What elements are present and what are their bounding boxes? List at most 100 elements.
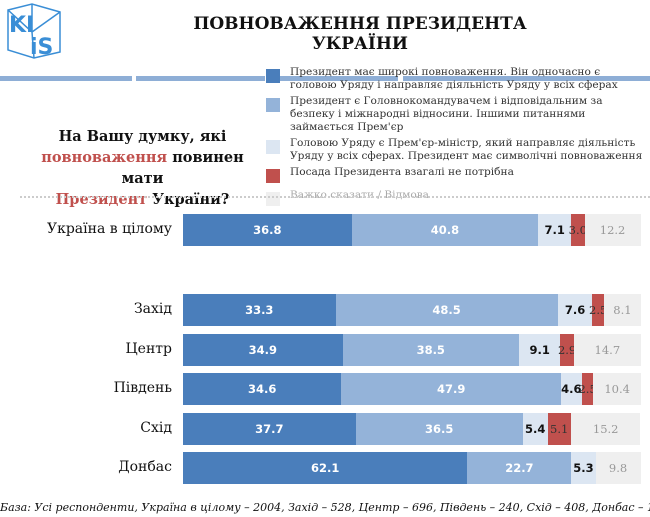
chart-row: Україна в цілому 36.8 40.8 7.1 3.0 12.2 bbox=[0, 214, 650, 246]
chart-row: Захід 33.3 48.5 7.6 2.5 8.1 bbox=[0, 294, 650, 326]
legend-item: Головою Уряду є Прем'єр-міністр, який на… bbox=[266, 137, 650, 163]
legend-label: Посада Президента взагалі не потрібна bbox=[290, 166, 514, 178]
data-label: 15.2 bbox=[592, 422, 619, 436]
divider bbox=[136, 76, 265, 81]
data-label: 62.1 bbox=[311, 461, 340, 475]
bar-segment: 2.5 bbox=[589, 294, 607, 326]
legend: Президент має широкі повноваження. Він о… bbox=[266, 66, 650, 212]
data-label: 2.5 bbox=[578, 382, 597, 396]
bar-segment: 4.6 bbox=[560, 373, 582, 405]
highlight: повноваження bbox=[41, 149, 168, 166]
data-label: 14.7 bbox=[594, 343, 621, 357]
data-label: 5.4 bbox=[524, 422, 546, 436]
stacked-bar: 36.8 40.8 7.1 3.0 12.2 bbox=[183, 214, 641, 246]
footer-note: База: Усі респонденти, Україна в цілому … bbox=[0, 501, 650, 514]
data-label: 2.5 bbox=[589, 303, 608, 317]
stacked-bar: 33.3 48.5 7.6 2.5 8.1 bbox=[183, 294, 641, 326]
data-label: 2.9 bbox=[557, 343, 577, 357]
data-label: 12.2 bbox=[599, 223, 626, 237]
legend-swatch bbox=[266, 169, 280, 183]
data-label: 10.4 bbox=[604, 382, 630, 396]
legend-label: Президент є Головнокомандувачем і відпов… bbox=[290, 95, 603, 133]
stacked-bar: 34.9 38.5 9.1 2.9 14.7 bbox=[183, 334, 641, 366]
chart-row: Схід 37.7 36.5 5.4 5.1 15.2 bbox=[0, 413, 650, 445]
chart-row: Донбас 62.1 22.7 5.3 9.8 bbox=[0, 452, 650, 484]
bar-segment: 9.8 bbox=[595, 452, 641, 484]
bar-segment: 5.3 bbox=[571, 452, 596, 484]
bar-segment: 33.3 bbox=[183, 294, 336, 326]
bar-segment: 3.0 bbox=[568, 214, 587, 246]
bar-segment: 8.1 bbox=[603, 294, 641, 326]
question-line: повноваження повинен мати bbox=[20, 147, 265, 189]
data-label: 34.6 bbox=[248, 382, 277, 396]
category-label: Південь bbox=[113, 380, 172, 396]
bar-segment: 14.7 bbox=[573, 334, 641, 366]
data-label: 3.0 bbox=[568, 223, 587, 237]
bar-segment: 36.8 bbox=[183, 214, 352, 246]
text: України? bbox=[147, 191, 230, 208]
legend-item: Важко сказати / Відмова bbox=[266, 189, 650, 206]
bar-segment: 62.1 bbox=[183, 452, 468, 484]
bar-segment: 2.9 bbox=[557, 334, 577, 366]
divider bbox=[403, 76, 650, 81]
legend-swatch bbox=[266, 69, 280, 83]
svg-text:iS: iS bbox=[30, 35, 53, 60]
bar-segment: 36.5 bbox=[355, 413, 523, 445]
data-label: 47.9 bbox=[436, 382, 466, 396]
category-label: Україна в цілому bbox=[46, 221, 172, 237]
stacked-bar: 34.6 47.9 4.6 2.5 10.4 bbox=[183, 373, 641, 405]
data-label: 22.7 bbox=[505, 461, 534, 475]
data-label: 8.1 bbox=[613, 303, 632, 317]
legend-swatch bbox=[266, 140, 280, 154]
question: На Вашу думку, які повноваження повинен … bbox=[20, 126, 265, 210]
svg-text:KI: KI bbox=[9, 13, 34, 38]
bar-segment: 48.5 bbox=[335, 294, 558, 326]
legend-item: Президент має широкі повноваження. Він о… bbox=[266, 66, 650, 92]
legend-label: Президент має широкі повноваження. Він о… bbox=[290, 66, 618, 91]
highlight: Президент bbox=[55, 191, 148, 208]
data-label: 48.5 bbox=[432, 303, 461, 317]
dotted-divider bbox=[20, 196, 650, 198]
legend-label: Важко сказати / Відмова bbox=[290, 189, 429, 201]
bar-segment: 15.2 bbox=[570, 413, 641, 445]
legend-swatch bbox=[266, 98, 280, 112]
data-label: 37.7 bbox=[255, 422, 284, 436]
bar-segment: 5.4 bbox=[522, 413, 548, 445]
data-label: 9.1 bbox=[529, 343, 550, 357]
data-label: 4.6 bbox=[561, 382, 582, 396]
bar-segment: 47.9 bbox=[341, 373, 561, 405]
category-label: Схід bbox=[140, 420, 172, 436]
legend-swatch bbox=[266, 192, 280, 206]
data-label: 38.5 bbox=[416, 343, 445, 357]
bar-segment: 2.5 bbox=[578, 373, 597, 405]
bar-segment: 10.4 bbox=[593, 373, 641, 405]
bar-segment: 7.6 bbox=[557, 294, 593, 326]
stacked-bar: 62.1 22.7 5.3 9.8 bbox=[183, 452, 641, 484]
text: повинен мати bbox=[121, 149, 244, 187]
stacked-bar: 37.7 36.5 5.4 5.1 15.2 bbox=[183, 413, 641, 445]
chart-row: Центр 34.9 38.5 9.1 2.9 14.7 bbox=[0, 334, 650, 366]
divider bbox=[269, 76, 398, 81]
data-label: 36.5 bbox=[425, 422, 454, 436]
category-label: Захід bbox=[133, 301, 172, 317]
divider bbox=[0, 76, 132, 81]
data-label: 33.3 bbox=[245, 303, 274, 317]
data-label: 9.8 bbox=[608, 461, 628, 475]
data-label: 5.1 bbox=[550, 422, 569, 436]
question-line: Президент України? bbox=[20, 189, 265, 210]
legend-item: Посада Президента взагалі не потрібна bbox=[266, 166, 650, 183]
bar-segment: 7.1 bbox=[538, 214, 571, 246]
bar-segment: 12.2 bbox=[584, 214, 641, 246]
bar-segment: 34.6 bbox=[183, 373, 342, 405]
bar-segment: 34.9 bbox=[183, 334, 343, 366]
data-label: 5.3 bbox=[573, 461, 594, 475]
data-label: 7.6 bbox=[564, 303, 586, 317]
bar-segment: 22.7 bbox=[467, 452, 572, 484]
data-label: 7.1 bbox=[544, 223, 565, 237]
kiis-logo: KI iS bbox=[7, 3, 61, 60]
legend-label: Головою Уряду є Прем'єр-міністр, який на… bbox=[290, 137, 643, 162]
bar-segment: 38.5 bbox=[342, 334, 519, 366]
page-title: ПОВНОВАЖЕННЯ ПРЕЗИДЕНТА УКРАЇНИ bbox=[193, 14, 527, 54]
data-label: 34.9 bbox=[248, 343, 278, 357]
data-label: 40.8 bbox=[430, 223, 460, 237]
